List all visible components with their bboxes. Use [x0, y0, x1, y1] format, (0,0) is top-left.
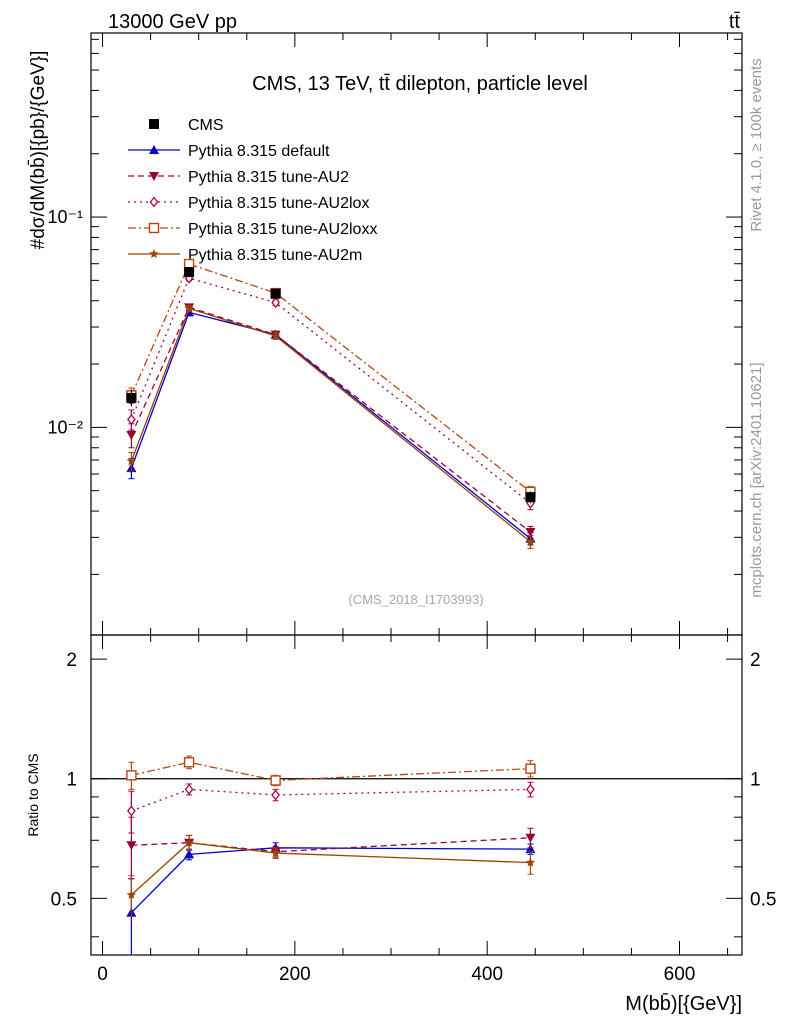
- main-series-line: [130, 306, 531, 533]
- legend-label: Pythia 8.315 tune-AU2: [188, 169, 349, 186]
- header-right: tt̄: [729, 11, 741, 33]
- ratio-y-axis-label: Ratio to CMS: [25, 753, 41, 836]
- marker: [127, 805, 136, 817]
- marker: [184, 303, 194, 313]
- marker: [525, 833, 536, 843]
- marker: [271, 789, 280, 801]
- ratio-y-tick-label-right: 1: [750, 770, 761, 791]
- legend-label: Pythia 8.315 default: [188, 143, 330, 160]
- y-tick-label: 10⁻²: [47, 417, 83, 437]
- marker: [149, 172, 159, 181]
- watermark: (CMS_2018_I1703993): [348, 592, 483, 607]
- main-series-line: [130, 307, 531, 543]
- legend-label: Pythia 8.315 tune-AU2m: [188, 247, 362, 264]
- marker: [525, 528, 536, 538]
- marker: [126, 841, 137, 851]
- mcplots-label: mcplots.cern.ch [arXiv:2401.10621]: [748, 362, 765, 597]
- marker: [149, 249, 159, 258]
- marker: [126, 770, 137, 781]
- main-series-line: [130, 311, 531, 540]
- marker: [525, 857, 536, 867]
- ratio-series-line: [130, 842, 531, 896]
- x-tick-label: 200: [279, 964, 311, 985]
- marker: [525, 844, 536, 854]
- header-left: 13000 GeV pp: [108, 11, 237, 33]
- marker: [184, 837, 194, 847]
- ratio-series-line: [131, 788, 531, 812]
- marker: [270, 331, 281, 340]
- y-tick-label: 10⁻¹: [47, 207, 83, 227]
- marker: [525, 763, 536, 774]
- legend-label: Pythia 8.315 tune-AU2lox: [188, 195, 369, 212]
- cms-marker: [149, 119, 159, 129]
- legend-label: Pythia 8.315 tune-AU2loxx: [188, 221, 377, 238]
- marker: [183, 757, 195, 768]
- marker: [126, 889, 137, 899]
- ratio-frame-border: [90, 634, 743, 956]
- ratio-series-line: [131, 761, 531, 782]
- ratio-y-tick-label: 2: [66, 650, 77, 671]
- chart-marks: 0 200 400 600 10⁻² 10⁻¹ 0.5 0.5 1 1 2 2: [47, 33, 776, 985]
- ratio-series-line: [130, 847, 531, 914]
- x-tick-label: 400: [471, 964, 503, 985]
- marker: [184, 849, 195, 859]
- main-series-line: [130, 263, 531, 493]
- ratio-y-tick-label: 0.5: [51, 889, 77, 910]
- marker: [149, 196, 159, 208]
- ratio-y-tick-label-right: 0.5: [750, 889, 776, 910]
- marker: [148, 222, 160, 234]
- cms-marker: [270, 288, 281, 299]
- marker: [270, 848, 281, 858]
- marker: [127, 413, 136, 426]
- x-axis-label: M(bb̄)[{GeV}]: [625, 992, 742, 1015]
- legend-label: CMS: [188, 117, 224, 134]
- cms-marker: [184, 266, 195, 277]
- marker: [126, 430, 137, 440]
- chart-title: CMS, 13 TeV, tt̄ dilepton, particle leve…: [252, 73, 588, 95]
- marker: [525, 536, 536, 546]
- y-axis-label: #dσ/dM(bb̄)[{pb}/{GeV}]: [28, 51, 49, 250]
- marker: [184, 783, 194, 795]
- marker: [526, 783, 535, 795]
- ratio-panel: [90, 634, 743, 956]
- rivet-label: Rivet 4.1.0, ≥ 100k events: [748, 58, 765, 231]
- ratio-y-tick-label: 1: [66, 770, 77, 791]
- ratio-y-tick-label-right: 2: [750, 650, 761, 671]
- marker: [270, 775, 281, 786]
- cms-marker: [525, 492, 536, 503]
- marker: [271, 297, 280, 309]
- x-tick-label: 600: [664, 964, 696, 985]
- marker: [149, 145, 159, 154]
- ratio-series-line: [131, 837, 531, 853]
- cms-marker: [126, 392, 137, 403]
- legend: CMS Pythia 8.315 default Pythia 8.315 tune…: [128, 117, 377, 264]
- x-tick-label: 0: [97, 964, 108, 985]
- marker: [126, 456, 137, 466]
